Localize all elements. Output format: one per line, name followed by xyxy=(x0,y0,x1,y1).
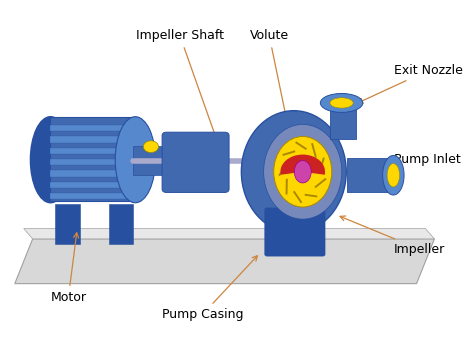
Bar xyxy=(51,125,135,131)
FancyBboxPatch shape xyxy=(162,132,229,193)
Bar xyxy=(51,117,135,201)
Polygon shape xyxy=(15,239,435,283)
Ellipse shape xyxy=(330,98,353,108)
Ellipse shape xyxy=(387,163,400,187)
Ellipse shape xyxy=(241,111,346,233)
Ellipse shape xyxy=(264,125,342,219)
Bar xyxy=(51,182,135,188)
Wedge shape xyxy=(281,154,325,175)
Text: Volute: Volute xyxy=(250,29,289,118)
Text: Exit Nozzle: Exit Nozzle xyxy=(358,64,463,103)
Bar xyxy=(51,136,135,143)
Text: Pump Inlet: Pump Inlet xyxy=(389,153,461,173)
Ellipse shape xyxy=(30,117,71,203)
Ellipse shape xyxy=(273,136,332,207)
Bar xyxy=(51,159,135,165)
Ellipse shape xyxy=(294,161,311,183)
Ellipse shape xyxy=(383,155,404,195)
Circle shape xyxy=(143,141,158,152)
Ellipse shape xyxy=(320,93,363,112)
FancyBboxPatch shape xyxy=(265,208,325,256)
Bar xyxy=(329,107,356,139)
Polygon shape xyxy=(24,229,435,239)
Text: Impeller: Impeller xyxy=(340,216,446,256)
Text: Impeller Shaft: Impeller Shaft xyxy=(136,29,224,145)
Bar xyxy=(109,204,133,244)
Bar xyxy=(55,204,80,244)
Text: Motor: Motor xyxy=(50,233,86,304)
Bar xyxy=(133,146,166,175)
Bar xyxy=(51,170,135,177)
Ellipse shape xyxy=(115,117,155,203)
Bar xyxy=(51,193,135,199)
Bar xyxy=(347,158,392,193)
Bar xyxy=(51,148,135,154)
Text: Pump Casing: Pump Casing xyxy=(162,256,257,321)
